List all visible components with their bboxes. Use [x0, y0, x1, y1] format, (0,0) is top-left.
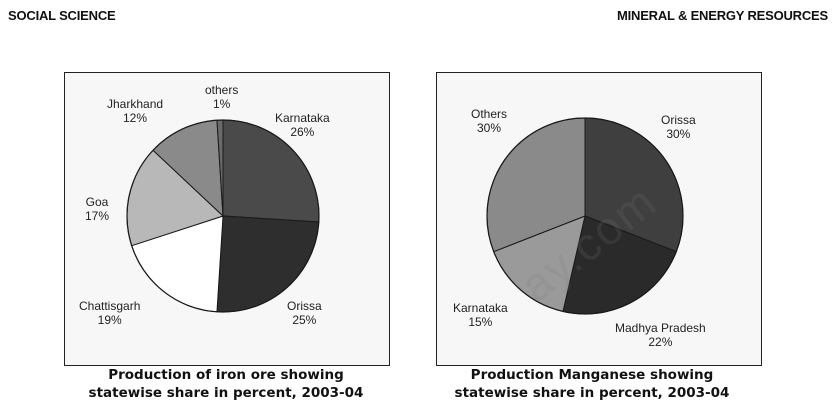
manganese-chart-frame: Orissa 30% Madhya Pradesh 22% Karnataka 15%… — [436, 72, 762, 366]
iron-label-others: others 1% — [205, 83, 239, 111]
mn-label-karnataka: Karnataka 15% — [453, 301, 508, 329]
pie-slice-orissa — [216, 215, 320, 313]
iron-label-orissa: Orissa 25% — [287, 299, 322, 327]
manganese-pie-chart — [486, 117, 684, 315]
iron-ore-chart-frame: Karnataka 26% Orissa 25% Chattisgarh 19% Go… — [64, 72, 390, 366]
iron-label-goa: Goa 17% — [85, 195, 110, 223]
mn-label-orissa: Orissa 30% — [661, 113, 696, 141]
iron-ore-chart-title: Production of iron ore showing statewise … — [88, 367, 364, 401]
pie-outline — [486, 117, 684, 315]
mn-label-others: Others 30% — [471, 107, 508, 135]
header-chapter: MINERAL & ENERGY RESOURCES — [616, 8, 828, 23]
iron-label-karnataka: Karnataka 26% — [275, 111, 330, 139]
header-subject: SOCIAL SCIENCE — [8, 8, 116, 23]
iron-label-chattisgarh: Chattisgarh 19% — [79, 299, 141, 327]
mn-label-madhya-pradesh: Madhya Pradesh 22% — [615, 321, 706, 349]
manganese-chart-title: Production Manganese showing statewise sh… — [454, 367, 730, 401]
iron-label-jharkhand: Jharkhand 12% — [107, 97, 164, 125]
iron-ore-pie-chart — [126, 119, 320, 313]
pie-outline — [126, 119, 320, 313]
